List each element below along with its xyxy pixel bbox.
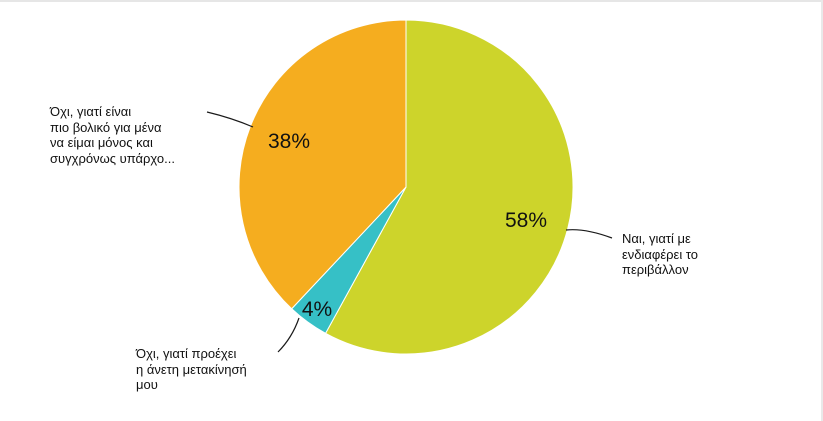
right-border: [821, 0, 823, 421]
leader-line-no-alone: [206, 111, 254, 128]
pie-slices: [238, 19, 574, 355]
leader-line-yes-env: [565, 229, 613, 239]
callout-no-comfort: Όχι, γιατί προέχει η άνετη μετακίνησή μο…: [136, 346, 247, 392]
leader-line-no-comfort: [277, 317, 300, 353]
callout-yes-environment: Ναι, γιατί με ενδιαφέρει το περιβάλλον: [622, 231, 699, 277]
pct-label-no-comfort: 4%: [302, 298, 332, 321]
pct-label-no-alone: 38%: [268, 130, 310, 153]
pct-label-yes-environment: 58%: [505, 209, 547, 232]
leader-lines: [206, 111, 613, 353]
slice-yes-environment: [324, 19, 574, 355]
top-border: [0, 0, 823, 2]
callout-no-alone: Όχι, γιατί είναι πιο βολικό για μένα να …: [50, 104, 175, 166]
percent-labels: 58% 4% 38%: [268, 130, 547, 321]
